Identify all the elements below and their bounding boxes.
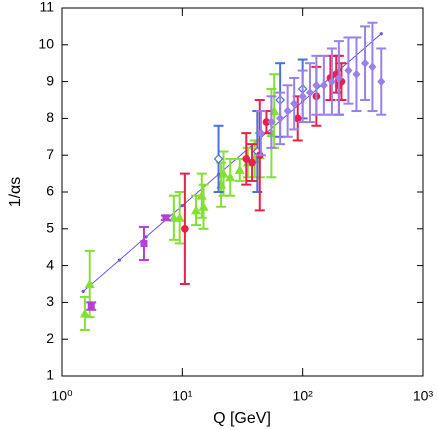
marker [117, 258, 122, 262]
x-tick-label: 10¹ [172, 388, 193, 404]
marker [198, 201, 209, 211]
marker [213, 154, 224, 164]
marker [305, 88, 314, 98]
x-tick-label: 10² [293, 388, 314, 404]
marker [344, 66, 353, 76]
marker [262, 118, 271, 126]
y-tick-label: 6 [46, 183, 54, 199]
marker [352, 69, 361, 79]
marker [290, 99, 299, 109]
marker [79, 308, 90, 318]
marker [276, 113, 285, 123]
marker [312, 80, 321, 90]
y-tick-label: 9 [46, 72, 54, 88]
marker [140, 240, 148, 248]
y-tick-label: 11 [39, 0, 54, 15]
marker [368, 62, 377, 72]
marker [334, 73, 343, 83]
marker [181, 225, 189, 233]
marker [174, 212, 185, 222]
marker [84, 279, 95, 288]
y-tick-label: 1 [46, 367, 54, 383]
marker [218, 168, 229, 178]
y-tick-label: 3 [46, 293, 54, 309]
marker [267, 117, 276, 127]
y-tick-label: 10 [38, 36, 54, 52]
marker [225, 172, 236, 182]
marker [298, 91, 307, 101]
y-tick-label: 2 [46, 330, 54, 346]
x-tick-label: 10³ [413, 388, 434, 404]
marker [81, 289, 85, 293]
marker [256, 128, 265, 138]
x-tick-label: 10⁰ [51, 388, 73, 404]
marker [361, 58, 370, 68]
marker [319, 80, 328, 90]
marker [377, 77, 386, 87]
marker [293, 114, 302, 123]
y-tick-label: 7 [46, 146, 54, 162]
x-axis-label: Q [GeV] [213, 410, 271, 427]
marker [162, 214, 170, 222]
marker [283, 106, 292, 116]
marker [242, 155, 251, 163]
marker [248, 158, 256, 167]
y-tick-label: 4 [46, 256, 54, 272]
y-tick-label: 8 [46, 109, 54, 125]
marker [379, 32, 383, 36]
y-tick-label: 5 [46, 220, 54, 236]
marker [144, 235, 148, 239]
marker [191, 205, 202, 215]
marker [234, 164, 245, 174]
y-axis-label: 1/αs [7, 177, 24, 208]
marker [327, 77, 336, 87]
marker [180, 204, 184, 208]
marker [87, 302, 95, 310]
